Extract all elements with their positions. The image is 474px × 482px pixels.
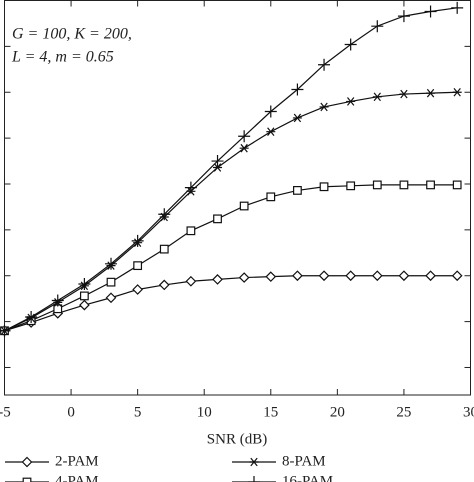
marker: [319, 102, 329, 112]
marker: [106, 277, 116, 287]
marker: [425, 270, 436, 282]
marker: [159, 244, 169, 254]
marker: [239, 143, 249, 153]
marker: [372, 92, 382, 102]
x-axis-label: SNR (dB): [207, 431, 267, 447]
marker: [397, 10, 410, 23]
marker: [22, 477, 32, 482]
x-tick-label: 15: [263, 404, 278, 420]
marker: [344, 38, 357, 51]
marker: [292, 113, 302, 123]
marker: [131, 234, 144, 247]
marker: [398, 270, 410, 282]
marker: [451, 270, 463, 282]
marker: [185, 275, 197, 287]
marker: [212, 274, 223, 285]
marker: [346, 181, 356, 191]
marker: [424, 5, 437, 18]
marker: [211, 155, 224, 168]
x-tick-label: 20: [330, 404, 345, 420]
legend-label: 8-PAM: [282, 453, 326, 469]
marker: [266, 192, 276, 202]
marker: [346, 97, 356, 106]
marker: [184, 181, 197, 194]
marker: [51, 294, 64, 307]
marker: [319, 182, 329, 192]
annotation: L = 4, m = 0.65: [11, 49, 114, 66]
marker: [79, 299, 90, 311]
legend-label: 16-PAM: [282, 473, 333, 482]
marker: [238, 130, 251, 143]
marker: [79, 291, 89, 301]
marker: [133, 261, 143, 271]
marker: [158, 208, 171, 221]
marker: [292, 270, 303, 282]
marker: [238, 272, 250, 283]
marker: [213, 214, 222, 224]
x-tick-label: 25: [396, 404, 411, 420]
marker: [291, 83, 304, 96]
marker: [186, 226, 196, 236]
legend-label: 2-PAM: [55, 453, 99, 469]
marker: [105, 292, 117, 304]
annotation: G = 100, K = 200,: [12, 26, 132, 43]
legend-label: 4-PAM: [55, 473, 99, 482]
x-tick-label: -5: [0, 404, 11, 420]
marker: [266, 127, 276, 136]
series-line: [4, 91, 458, 332]
marker: [318, 270, 330, 282]
marker: [249, 457, 259, 467]
series-line: [4, 184, 458, 332]
marker: [399, 89, 409, 99]
marker: [371, 270, 383, 282]
marker: [21, 456, 33, 468]
marker: [25, 311, 38, 324]
marker: [426, 88, 436, 98]
marker: [318, 58, 331, 71]
marker: [248, 476, 260, 482]
marker: [132, 284, 143, 295]
marker: [345, 270, 357, 282]
marker: [452, 87, 462, 97]
plot-frame: [4, 0, 471, 396]
x-tick-label: 10: [197, 404, 212, 420]
marker: [213, 163, 223, 172]
marker: [0, 324, 11, 337]
marker: [372, 180, 382, 190]
marker: [265, 271, 277, 282]
series-line: [4, 275, 458, 332]
x-tick-label: 5: [134, 404, 142, 420]
marker: [371, 20, 384, 33]
marker: [239, 201, 249, 211]
x-tick-label: 0: [67, 404, 75, 420]
marker: [158, 279, 170, 291]
marker: [293, 186, 302, 195]
marker: [78, 277, 91, 290]
marker: [105, 257, 118, 270]
x-tick-label: 30: [463, 404, 474, 420]
marker: [426, 180, 435, 190]
marker: [451, 1, 464, 14]
marker: [264, 105, 277, 118]
series-line: [4, 7, 458, 332]
marker: [452, 180, 462, 190]
marker: [399, 180, 409, 190]
